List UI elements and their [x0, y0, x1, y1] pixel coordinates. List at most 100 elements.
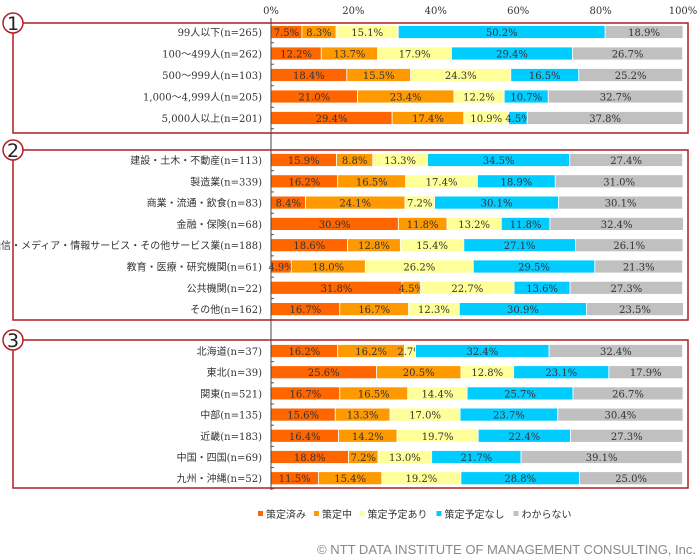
data-label: 13.7% — [334, 50, 366, 61]
group-marker-circle — [2, 329, 24, 351]
data-label: 32.7% — [600, 93, 632, 104]
data-label: 13.6% — [526, 284, 558, 295]
legend-swatch — [258, 511, 263, 516]
data-label: 25.2% — [615, 71, 647, 82]
copyright: © NTT DATA INSTITUTE OF MANAGEMENT CONSU… — [317, 542, 696, 557]
data-label: 25.6% — [308, 368, 340, 379]
data-label: 8.3% — [306, 28, 331, 39]
category-label: 500～999人(n=103) — [162, 70, 262, 82]
data-label: 12.2% — [463, 93, 495, 104]
group-box — [12, 149, 689, 321]
data-label: 24.3% — [445, 71, 477, 82]
data-label: 34.5% — [483, 156, 515, 167]
data-label: 22.4% — [508, 432, 540, 443]
x-tick-label: 0% — [263, 6, 279, 17]
category-label: 近畿(n=183) — [200, 430, 262, 443]
category-label: 公共機関(n=22) — [187, 282, 262, 295]
legend-label: 策定中 — [322, 508, 352, 521]
data-label: 29.4% — [316, 114, 348, 125]
data-label: 20.5% — [403, 368, 435, 379]
data-label: 12.8% — [358, 241, 390, 252]
data-label: 32.4% — [601, 220, 633, 231]
category-label: 1,000～4,999人(n=205) — [143, 92, 262, 104]
data-label: 29.5% — [518, 263, 550, 274]
category-label: 金融・保険(n=68) — [177, 218, 262, 231]
bar-segment — [604, 25, 684, 39]
bar-segment — [586, 302, 684, 317]
data-label: 16.7% — [290, 305, 322, 316]
data-label: 7.2% — [351, 453, 376, 464]
data-label: 17.4% — [426, 177, 458, 188]
group-marker-circle — [2, 139, 24, 161]
data-label: 19.2% — [405, 474, 437, 485]
data-label: 16.5% — [356, 177, 388, 188]
data-label: 25.7% — [504, 389, 536, 400]
category-label: 北海道(n=37) — [197, 345, 262, 358]
data-label: 27.3% — [610, 284, 642, 295]
data-label: 4.9% — [268, 263, 293, 274]
x-tick-label: 40% — [425, 6, 447, 17]
data-label: 12.3% — [418, 305, 450, 316]
data-label: 27.3% — [611, 432, 643, 443]
category-label: その他(n=162) — [190, 303, 262, 316]
data-label: 18.0% — [312, 263, 344, 274]
data-label: 18.9% — [500, 177, 532, 188]
data-label: 14.4% — [422, 389, 454, 400]
data-label: 17.0% — [409, 411, 441, 422]
data-label: 50.2% — [486, 28, 518, 39]
data-label: 11.5% — [279, 474, 311, 485]
data-label: 18.6% — [293, 241, 325, 252]
data-label: 13.2% — [458, 220, 490, 231]
data-label: 2.7% — [397, 347, 422, 358]
group-box — [12, 339, 689, 489]
category-label: 教育・医療・研究機関(n=61) — [127, 261, 262, 274]
data-label: 11.8% — [407, 220, 439, 231]
legend-swatch — [359, 511, 365, 516]
data-label: 13.3% — [347, 411, 379, 422]
data-label: 32.4% — [600, 347, 632, 358]
legend-swatch — [314, 511, 319, 516]
category-label: 建設・土木・不動産(n=113) — [130, 154, 262, 167]
data-label: 10.9% — [470, 114, 502, 125]
data-label: 21.7% — [460, 453, 492, 464]
bar-segment — [547, 89, 684, 104]
data-label: 30.4% — [604, 411, 636, 422]
data-label: 8.8% — [342, 156, 367, 167]
data-label: 15.6% — [287, 411, 319, 422]
bar-segment — [557, 407, 684, 422]
data-label: 15.4% — [334, 474, 366, 485]
data-label: 18.9% — [628, 28, 660, 39]
data-label: 31.0% — [603, 177, 635, 188]
category-label: 100～499人(n=262) — [162, 49, 262, 61]
bar-segment — [548, 344, 683, 358]
x-tick-label: 80% — [589, 6, 611, 17]
category-label: 九州・沖縄(n=52) — [177, 472, 262, 485]
bar-segment — [569, 280, 683, 295]
legend-swatch — [513, 511, 519, 516]
data-label: 14.2% — [352, 432, 384, 443]
bar-segment — [558, 195, 683, 210]
bar-segment — [594, 259, 683, 274]
data-label: 30.1% — [481, 199, 513, 210]
group-marker-circle — [2, 12, 24, 34]
bar-segment — [572, 46, 683, 61]
data-label: 19.7% — [422, 432, 454, 443]
category-label: 5,000人以上(n=201) — [162, 113, 262, 125]
data-label: 11.8% — [510, 220, 542, 231]
data-label: 16.2% — [288, 347, 320, 358]
x-tick-label: 60% — [507, 6, 529, 17]
data-label: 23.5% — [619, 305, 651, 316]
data-label: 27.4% — [610, 156, 642, 167]
data-label: 26.1% — [613, 241, 645, 252]
data-label: 23.1% — [545, 368, 577, 379]
data-label: 23.7% — [493, 411, 525, 422]
category-label: 商業・流通・飲食(n=83) — [147, 197, 262, 210]
category-label: 通信・メディア・情報サービス・その他サービス業(n=188) — [0, 239, 262, 252]
data-label: 16.5% — [529, 71, 561, 82]
category-label: 99人以下(n=265) — [178, 27, 263, 39]
data-label: 16.7% — [290, 389, 322, 400]
data-label: 37.8% — [589, 114, 621, 125]
bar-segment — [575, 238, 684, 253]
data-label: 7.5% — [274, 28, 299, 39]
group-marker-number: 2 — [7, 140, 19, 162]
